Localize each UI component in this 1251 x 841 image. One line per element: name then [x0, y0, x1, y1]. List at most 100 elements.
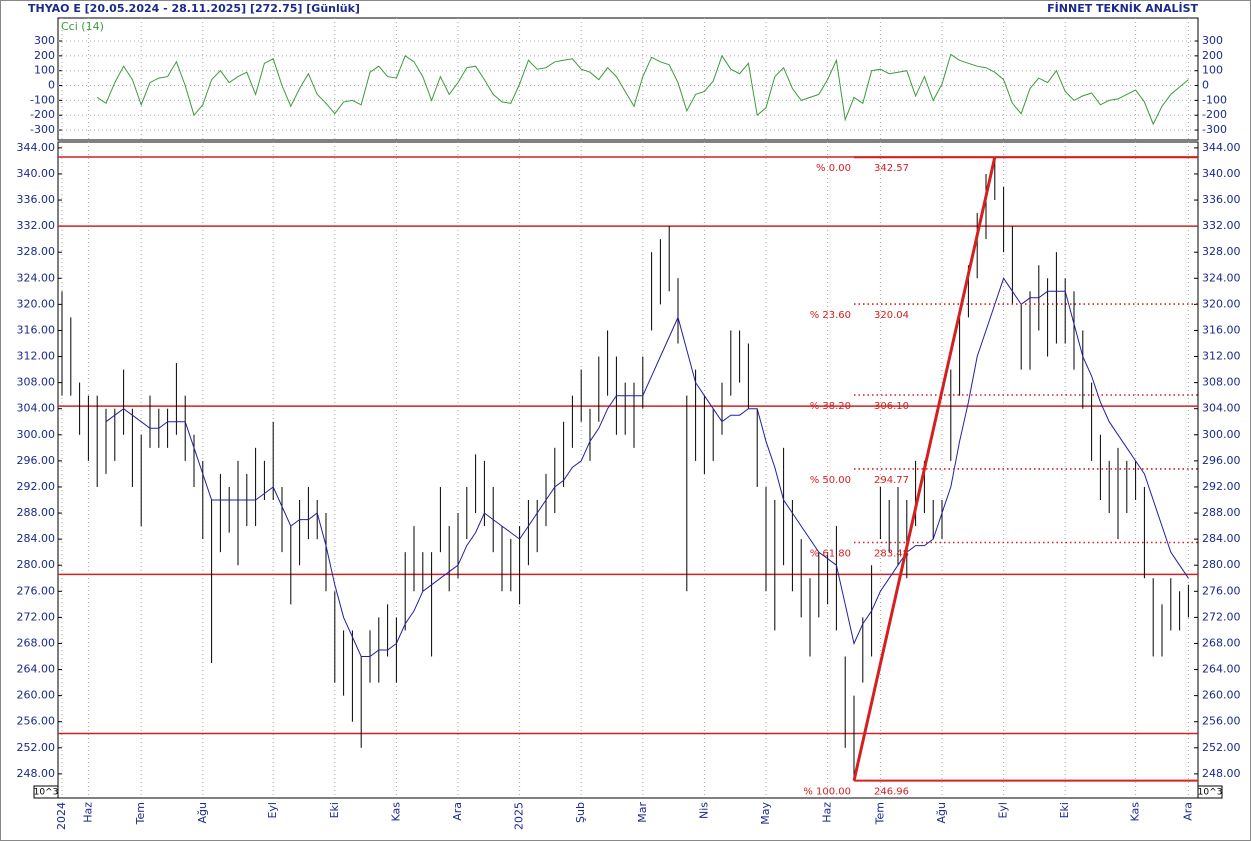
y-tick-label-right: 340.00 — [1202, 167, 1241, 180]
x-tick-label: Kas — [389, 802, 402, 822]
y-tick-label: 284.00 — [17, 532, 56, 545]
moving-average — [105, 277, 1189, 657]
y-tick-label: -100 — [30, 93, 55, 106]
cci-panel — [57, 17, 1199, 141]
x-tick-label: Eki — [1058, 802, 1071, 818]
y-tick-label-right: -300 — [1202, 123, 1227, 136]
x-tick-label: Eyl — [997, 802, 1010, 819]
y-tick-label-right: 264.00 — [1202, 663, 1241, 676]
scale-box — [1197, 785, 1223, 799]
x-tick-label: Ara — [451, 802, 464, 821]
y-tick-label: 336.00 — [17, 193, 56, 206]
y-tick-label: 320.00 — [17, 297, 56, 310]
y-tick-label-right: 300.00 — [1202, 428, 1241, 441]
x-tick-label: Eki — [328, 802, 341, 818]
y-tick-label-right: 248.00 — [1202, 767, 1241, 780]
x-tick-label: Kas — [1129, 802, 1142, 822]
fib-pct-label: % 50.00 — [810, 475, 851, 486]
y-tick-label: 300.00 — [17, 428, 56, 441]
y-tick-label-right: 304.00 — [1202, 402, 1241, 415]
y-tick-label: 280.00 — [17, 558, 56, 571]
header-left: THYAO E [20.05.2024 - 28.11.2025] [272.7… — [28, 2, 360, 15]
y-tick-label-right: 276.00 — [1202, 584, 1241, 597]
cci-line — [96, 53, 1189, 126]
fib-price-label: 306.10 — [874, 401, 909, 412]
fib-pct-label: % 100.00 — [803, 787, 851, 798]
x-tick-label: 2025 — [513, 802, 526, 830]
header-right: FİNNET TEKNİK ANALİST — [1047, 1, 1198, 15]
y-tick-label-right: 324.00 — [1202, 271, 1241, 284]
fib-pct-label: % 61.80 — [810, 549, 851, 560]
x-tick-label: Haz — [81, 802, 94, 823]
y-tick-label: 276.00 — [17, 584, 56, 597]
fib-price-label: 294.77 — [874, 475, 909, 486]
fib-price-label: 246.96 — [874, 787, 909, 798]
y-tick-label: 288.00 — [17, 506, 56, 519]
y-tick-label: 268.00 — [17, 636, 56, 649]
x-tick-label: Haz — [821, 802, 834, 823]
y-tick-label-right: 200 — [1202, 49, 1223, 62]
x-tick-label: Şub — [574, 802, 587, 823]
y-tick-label-right: 300 — [1202, 34, 1223, 47]
legend-entry: Cci (14) — [61, 20, 104, 33]
y-tick-label: -300 — [30, 123, 55, 136]
y-tick-label: 304.00 — [17, 402, 56, 415]
y-tick-label-right: 292.00 — [1202, 480, 1241, 493]
fib-pct-label: % 38.20 — [810, 401, 851, 412]
y-tick-label-right: 268.00 — [1202, 636, 1241, 649]
y-tick-label: 248.00 — [17, 767, 56, 780]
price-panel — [57, 141, 1199, 799]
x-tick-label: Ağu — [935, 802, 948, 823]
x-tick-label: Ağu — [196, 802, 209, 823]
fib-price-label: 283.48 — [874, 549, 909, 560]
y-tick-label-right: 284.00 — [1202, 532, 1241, 545]
y-tick-label-right: 280.00 — [1202, 558, 1241, 571]
y-tick-label-right: 256.00 — [1202, 715, 1241, 728]
y-tick-label: 264.00 — [17, 663, 56, 676]
fib-pct-label: % 0.00 — [816, 163, 851, 174]
scale-label: 10^3 — [34, 788, 59, 798]
scale-label: 10^3 — [1198, 788, 1223, 798]
x-tick-label: Tem — [134, 802, 147, 825]
y-tick-label-right: 308.00 — [1202, 376, 1241, 389]
y-tick-label-right: 272.00 — [1202, 610, 1241, 623]
x-tick-label: Ara — [1181, 802, 1194, 821]
y-tick-label: -200 — [30, 108, 55, 121]
y-tick-label-right: -200 — [1202, 108, 1227, 121]
y-tick-label: 292.00 — [17, 480, 56, 493]
fib-price-label: 342.57 — [874, 163, 909, 174]
y-tick-label: 256.00 — [17, 715, 56, 728]
y-tick-label-right: 260.00 — [1202, 689, 1241, 702]
y-tick-label: 312.00 — [17, 350, 56, 363]
y-tick-label-right: 312.00 — [1202, 350, 1241, 363]
y-tick-label-right: 316.00 — [1202, 323, 1241, 336]
y-tick-label: 0 — [48, 79, 55, 92]
y-tick-label: 200 — [34, 49, 55, 62]
x-tick-label: Mar — [636, 802, 649, 823]
y-tick-label-right: 320.00 — [1202, 297, 1241, 310]
y-tick-label-right: 336.00 — [1202, 193, 1241, 206]
fib-trend-line — [852, 156, 997, 781]
y-tick-label-right: 288.00 — [1202, 506, 1241, 519]
x-tick-label: Eyl — [266, 802, 279, 819]
y-tick-label-right: -100 — [1202, 93, 1227, 106]
x-tick-label: Tem — [873, 802, 886, 825]
x-tick-label: Nis — [697, 802, 710, 819]
y-tick-label: 340.00 — [17, 167, 56, 180]
y-tick-label-right: 332.00 — [1202, 219, 1241, 232]
y-tick-label: 260.00 — [17, 689, 56, 702]
y-tick-label-right: 328.00 — [1202, 245, 1241, 258]
fib-pct-label: % 23.60 — [810, 310, 851, 321]
y-tick-label: 344.00 — [17, 141, 56, 154]
y-tick-label-right: 344.00 — [1202, 141, 1241, 154]
y-tick-label-right: 100 — [1202, 64, 1223, 77]
y-tick-label: 272.00 — [17, 610, 56, 623]
x-tick-label: 2024 — [55, 802, 68, 830]
y-tick-label: 252.00 — [17, 741, 56, 754]
x-tick-label: May — [759, 802, 772, 825]
fib-price-label: 320.04 — [874, 310, 909, 321]
y-tick-label: 316.00 — [17, 323, 56, 336]
y-tick-label: 324.00 — [17, 271, 56, 284]
y-tick-label-right: 296.00 — [1202, 454, 1241, 467]
